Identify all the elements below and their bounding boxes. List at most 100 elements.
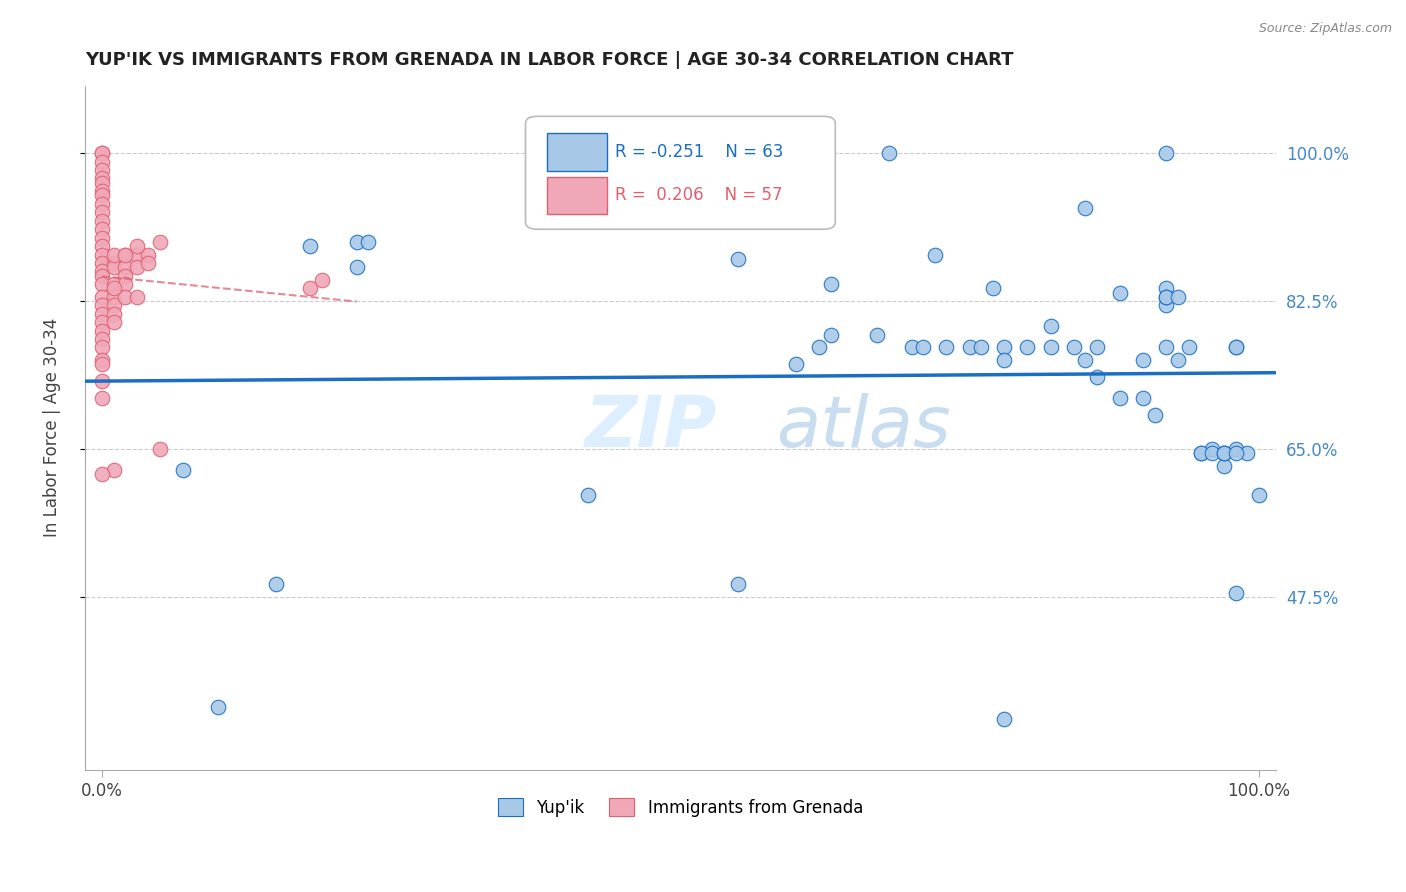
Point — [1132, 353, 1154, 368]
Point — [1167, 290, 1189, 304]
Point — [1039, 319, 1062, 334]
Point — [103, 463, 125, 477]
FancyBboxPatch shape — [547, 177, 606, 214]
FancyBboxPatch shape — [547, 134, 606, 171]
Point — [1132, 391, 1154, 405]
Point — [91, 239, 114, 253]
Point — [1154, 298, 1177, 312]
Point — [1154, 341, 1177, 355]
Point — [91, 298, 114, 312]
Point — [138, 247, 160, 261]
Point — [91, 264, 114, 278]
Point — [912, 341, 935, 355]
Point — [1154, 281, 1177, 295]
Point — [1225, 341, 1247, 355]
Point — [1236, 446, 1258, 460]
Point — [103, 290, 125, 304]
Point — [91, 332, 114, 346]
Point — [138, 256, 160, 270]
Point — [1074, 353, 1097, 368]
Point — [125, 290, 148, 304]
Point — [114, 290, 136, 304]
Point — [91, 277, 114, 291]
Point — [1225, 442, 1247, 456]
Point — [91, 163, 114, 178]
Point — [91, 196, 114, 211]
Point — [1213, 446, 1236, 460]
Point — [91, 353, 114, 368]
Point — [91, 205, 114, 219]
Point — [299, 239, 322, 253]
Point — [91, 184, 114, 198]
Point — [125, 239, 148, 253]
Point — [959, 341, 981, 355]
Point — [91, 256, 114, 270]
Point — [103, 307, 125, 321]
Point — [1074, 201, 1097, 215]
Point — [993, 353, 1015, 368]
Point — [1247, 488, 1270, 502]
Text: R = -0.251    N = 63: R = -0.251 N = 63 — [614, 143, 783, 161]
Point — [346, 260, 368, 275]
Point — [993, 341, 1015, 355]
Y-axis label: In Labor Force | Age 30-34: In Labor Force | Age 30-34 — [44, 318, 60, 537]
Point — [149, 235, 172, 249]
Point — [1109, 391, 1132, 405]
Point — [970, 341, 993, 355]
Point — [103, 260, 125, 275]
Point — [91, 146, 114, 161]
Point — [820, 327, 842, 342]
Point — [125, 260, 148, 275]
Point — [114, 277, 136, 291]
Text: YUP'IK VS IMMIGRANTS FROM GRENADA IN LABOR FORCE | AGE 30-34 CORRELATION CHART: YUP'IK VS IMMIGRANTS FROM GRENADA IN LAB… — [84, 51, 1014, 69]
Point — [91, 188, 114, 202]
Point — [1154, 290, 1177, 304]
Point — [1213, 446, 1236, 460]
Point — [91, 222, 114, 236]
Point — [1225, 585, 1247, 599]
Point — [91, 341, 114, 355]
Point — [1109, 285, 1132, 300]
Point — [727, 252, 749, 266]
Point — [91, 374, 114, 388]
Point — [1017, 341, 1039, 355]
Point — [114, 247, 136, 261]
Point — [1189, 446, 1212, 460]
Point — [357, 235, 380, 249]
Point — [91, 154, 114, 169]
Point — [103, 315, 125, 329]
Point — [1189, 446, 1212, 460]
Point — [103, 277, 125, 291]
Point — [1143, 408, 1166, 422]
Point — [1201, 446, 1223, 460]
Text: R =  0.206    N = 57: R = 0.206 N = 57 — [614, 186, 782, 204]
Text: ZIP: ZIP — [585, 393, 717, 462]
Point — [1154, 146, 1177, 161]
Point — [91, 467, 114, 482]
Point — [103, 298, 125, 312]
Point — [91, 171, 114, 186]
Point — [114, 268, 136, 283]
Point — [125, 247, 148, 261]
Point — [91, 357, 114, 371]
Point — [172, 463, 194, 477]
Point — [91, 391, 114, 405]
Point — [91, 315, 114, 329]
Point — [1167, 353, 1189, 368]
Point — [866, 327, 889, 342]
Point — [1085, 341, 1108, 355]
Point — [1178, 341, 1201, 355]
Point — [727, 577, 749, 591]
Point — [785, 357, 807, 371]
Point — [91, 247, 114, 261]
Point — [1063, 341, 1085, 355]
Point — [1039, 341, 1062, 355]
Point — [91, 213, 114, 227]
Point — [877, 146, 900, 161]
FancyBboxPatch shape — [526, 116, 835, 229]
Point — [808, 341, 831, 355]
Point — [91, 176, 114, 190]
Point — [91, 290, 114, 304]
Point — [149, 442, 172, 456]
Point — [103, 247, 125, 261]
